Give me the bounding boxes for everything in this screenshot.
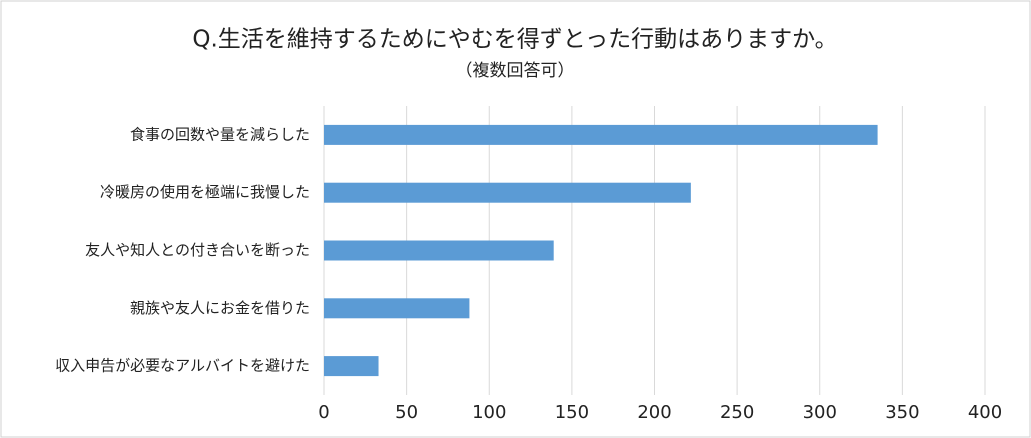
bar (324, 124, 878, 145)
y-tick-label: 収入申告が必要なアルバイトを避けた (55, 357, 310, 375)
y-tick-label: 食事の回数や量を減らした (130, 125, 310, 143)
chart-subtitle: （複数回答可） (456, 61, 575, 81)
y-tick-label: 親族や友人にお金を借りた (130, 299, 310, 317)
x-tick-label: 150 (555, 402, 589, 423)
x-tick-label: 400 (968, 402, 1002, 423)
bar (324, 240, 554, 261)
chart-title: Q.生活を維持するためにやむを得ずとった行動はありますか。 (192, 27, 837, 53)
x-tick-label: 100 (472, 402, 506, 423)
x-tick-label: 300 (803, 402, 837, 423)
x-tick-label: 200 (637, 402, 671, 423)
x-tick-label: 0 (318, 402, 329, 423)
x-tick-label: 250 (720, 402, 754, 423)
x-tick-label: 50 (395, 402, 418, 423)
y-tick-label: 友人や知人との付き合いを断った (85, 241, 310, 259)
bar (324, 182, 691, 203)
bar (324, 356, 379, 377)
bar (324, 298, 470, 319)
y-tick-label: 冷暖房の使用を極端に我慢した (100, 183, 310, 201)
x-tick-label: 350 (885, 402, 919, 423)
